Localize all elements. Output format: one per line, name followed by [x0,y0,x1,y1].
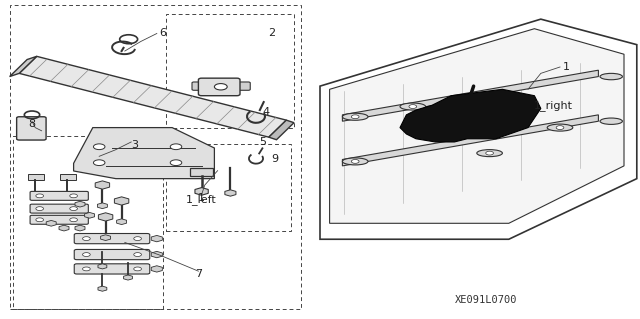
Circle shape [83,253,90,256]
Bar [28,174,44,180]
Circle shape [134,267,141,271]
Ellipse shape [600,73,623,80]
Circle shape [170,144,182,150]
Polygon shape [400,89,541,142]
Circle shape [36,207,44,211]
Bar [60,174,76,180]
Circle shape [486,151,493,155]
Text: 5: 5 [259,137,266,147]
Circle shape [134,253,141,256]
Text: 1_right: 1_right [534,100,573,111]
Text: 6: 6 [160,28,166,39]
Ellipse shape [342,158,368,165]
Text: 9: 9 [271,154,279,165]
Bar [166,14,294,128]
Ellipse shape [600,118,623,124]
Circle shape [83,267,90,271]
Circle shape [409,105,417,108]
FancyBboxPatch shape [74,264,150,274]
Circle shape [93,160,105,166]
Polygon shape [19,56,286,137]
Polygon shape [330,29,624,223]
FancyBboxPatch shape [74,234,150,244]
Circle shape [70,194,77,198]
Circle shape [70,207,77,211]
Bar [13,136,163,309]
Polygon shape [74,128,214,179]
Ellipse shape [400,103,426,110]
Circle shape [70,218,77,222]
Text: 3: 3 [131,140,138,150]
FancyBboxPatch shape [235,82,250,90]
Text: XE091L0700: XE091L0700 [455,295,518,305]
Bar [190,168,213,176]
FancyBboxPatch shape [74,249,150,260]
Circle shape [134,237,141,241]
Circle shape [83,237,90,241]
FancyBboxPatch shape [17,117,46,140]
Polygon shape [342,70,598,121]
FancyBboxPatch shape [30,204,88,213]
Text: 7: 7 [195,269,202,279]
Circle shape [214,84,227,90]
Text: 2: 2 [268,28,276,39]
Polygon shape [10,56,36,77]
Bar [10,5,301,309]
Circle shape [93,144,105,150]
Circle shape [36,218,44,222]
Polygon shape [342,115,598,166]
Text: 1: 1 [563,62,570,72]
Text: 1: 1 [198,193,205,203]
Bar [166,144,291,231]
Ellipse shape [547,124,573,131]
FancyBboxPatch shape [198,78,240,96]
Polygon shape [269,120,294,140]
Ellipse shape [477,150,502,157]
Ellipse shape [342,113,368,120]
FancyBboxPatch shape [30,191,88,200]
FancyBboxPatch shape [192,82,207,90]
Circle shape [351,160,359,163]
Circle shape [36,194,44,198]
Circle shape [351,115,359,119]
Circle shape [170,160,182,166]
Text: 4: 4 [262,107,269,117]
FancyBboxPatch shape [30,215,88,224]
Text: 8: 8 [28,119,36,130]
Circle shape [556,126,564,130]
Text: 1_left: 1_left [186,194,217,205]
